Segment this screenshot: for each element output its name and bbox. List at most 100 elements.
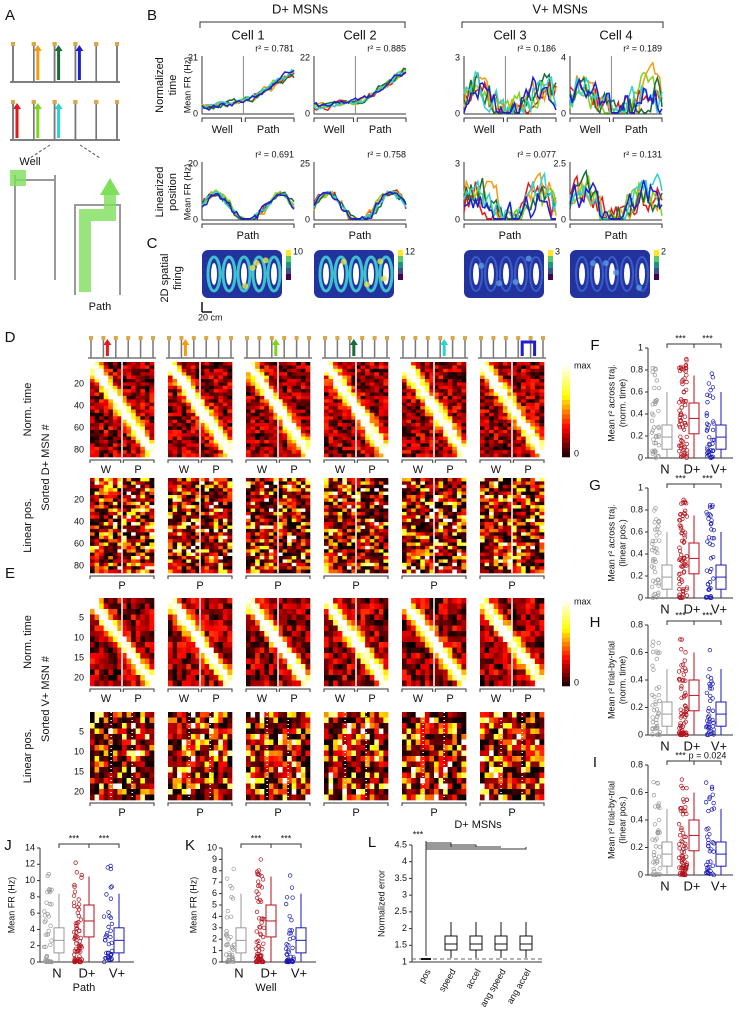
heat-cell <box>338 376 343 380</box>
heat-cell <box>292 532 297 536</box>
heat-cell <box>113 526 118 530</box>
heat-cell <box>104 440 109 444</box>
heat-cell <box>411 427 416 431</box>
heat-cell <box>140 566 145 570</box>
heat-cell <box>329 376 334 380</box>
heat-cell <box>209 532 214 536</box>
heat-cell <box>374 437 379 441</box>
heat-cell <box>365 365 370 369</box>
heat-cell <box>99 559 104 563</box>
heat-cell <box>246 546 251 550</box>
heat-cell <box>402 450 407 454</box>
heat-cell <box>439 488 444 492</box>
heat-cell <box>209 420 214 424</box>
x-bracket <box>324 460 388 463</box>
heat-cell <box>329 450 334 454</box>
heat-cell <box>301 492 306 496</box>
heat-cell <box>485 536 490 540</box>
y-tick-label: 0 <box>193 214 198 224</box>
heat-cell <box>457 365 462 369</box>
heat-cell <box>168 423 173 427</box>
heat-cell <box>411 362 416 366</box>
heat-cell <box>227 406 232 410</box>
heat-cell <box>168 399 173 403</box>
heat-cell <box>342 416 347 420</box>
heat-cell <box>517 399 522 403</box>
heat-cell <box>260 399 265 403</box>
field-hotspot <box>636 285 642 291</box>
heat-cell <box>149 553 154 557</box>
heat-cell <box>292 536 297 540</box>
heat-cell <box>539 389 544 393</box>
heat-cell <box>411 430 416 434</box>
heat-cell <box>177 365 182 369</box>
heat-cell <box>457 559 462 563</box>
heat-cell <box>227 505 232 509</box>
heat-cell <box>283 437 288 441</box>
heat-cell <box>338 416 343 420</box>
heat-cell <box>361 376 366 380</box>
heat-cell <box>264 549 269 553</box>
heat-cell <box>182 559 187 563</box>
heat-cell <box>95 556 100 560</box>
heat-cell <box>95 522 100 526</box>
maze-outline <box>15 175 55 280</box>
heat-cell <box>177 512 182 516</box>
heat-cell <box>292 546 297 550</box>
heat-cell <box>383 502 388 506</box>
heat-cell <box>136 379 141 383</box>
heat-cell <box>347 536 352 540</box>
heat-cell <box>251 376 256 380</box>
heat-cell <box>127 492 132 496</box>
heat-cell <box>301 396 306 400</box>
heat-cell <box>108 509 113 513</box>
heat-cell <box>104 427 109 431</box>
heat-cell <box>443 502 448 506</box>
heat-cell <box>99 365 104 369</box>
heat-cell <box>251 362 256 366</box>
heat-cell <box>498 393 503 397</box>
heat-cell <box>246 488 251 492</box>
heat-cell <box>269 515 274 519</box>
heat-cell <box>136 566 141 570</box>
heat-cell <box>370 570 375 574</box>
heat-cell <box>191 512 196 516</box>
heat-cell <box>182 437 187 441</box>
heat-cell <box>264 386 269 390</box>
heat-cell <box>457 485 462 489</box>
heat-cell <box>127 406 132 410</box>
y-tick-label: 21 <box>188 52 198 62</box>
heat-cell <box>457 430 462 434</box>
heat-cell <box>342 519 347 523</box>
heat-cell <box>452 519 457 523</box>
heat-cell <box>95 450 100 454</box>
heat-cell <box>227 396 232 400</box>
heat-cell <box>145 505 150 509</box>
heat-cell <box>95 502 100 506</box>
heat-cell <box>149 512 154 516</box>
heat-cell <box>168 403 173 407</box>
heat-cell <box>255 427 260 431</box>
y-tick-label: 0 <box>305 108 310 118</box>
heat-cell <box>283 570 288 574</box>
heat-cell <box>269 526 274 530</box>
heat-cell <box>379 509 384 513</box>
heat-cell <box>305 498 310 502</box>
heat-cell <box>425 396 430 400</box>
heat-cell <box>301 389 306 393</box>
heat-cell <box>324 433 329 437</box>
heat-cell <box>425 481 430 485</box>
heat-cell <box>411 393 416 397</box>
heat-cell <box>113 423 118 427</box>
heat-cell <box>223 526 228 530</box>
heat-cell <box>365 420 370 424</box>
heat-cell <box>480 389 485 393</box>
heat-cell <box>287 556 292 560</box>
heat-cell <box>517 443 522 447</box>
heat-cell <box>342 556 347 560</box>
heat-cell <box>287 543 292 547</box>
heat-cell <box>177 437 182 441</box>
heat-cell <box>342 437 347 441</box>
field-hole <box>473 263 479 285</box>
heat-cell <box>329 423 334 427</box>
